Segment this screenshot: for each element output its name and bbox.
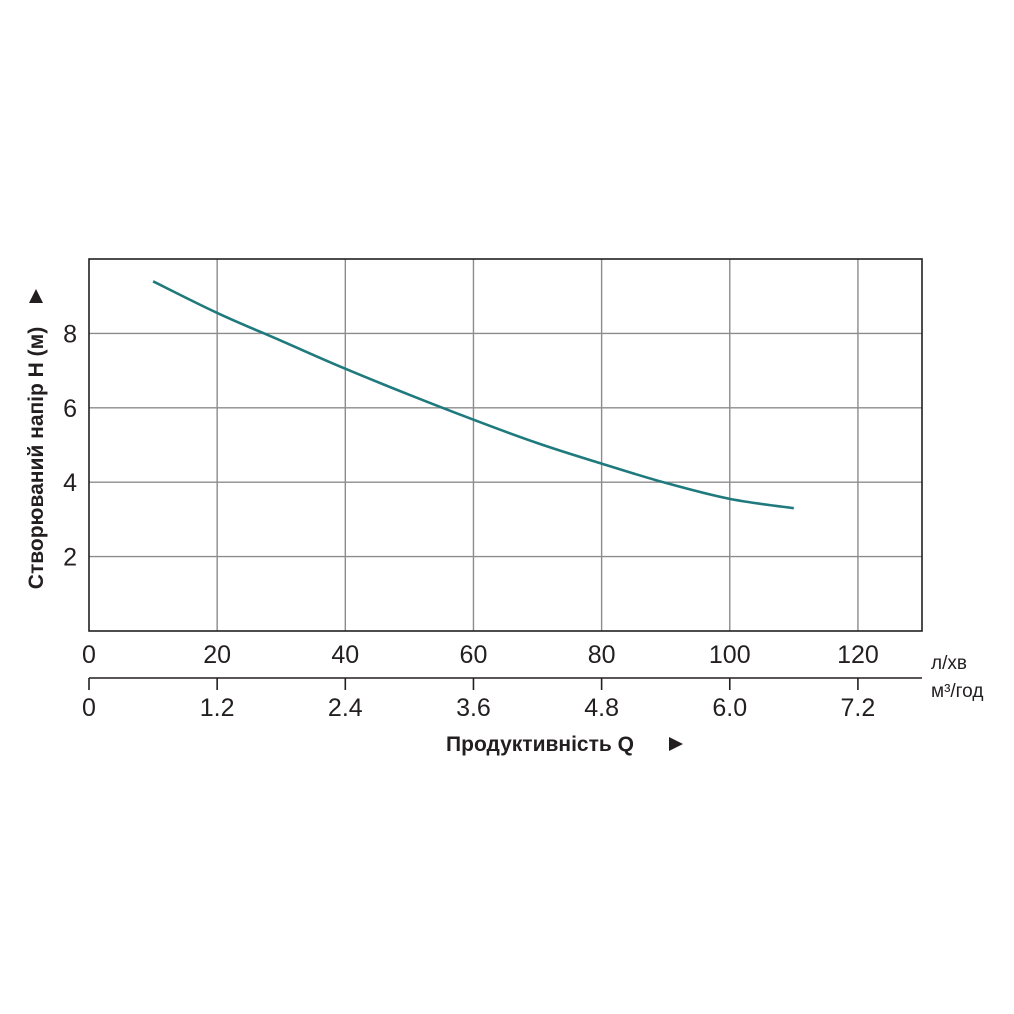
- x-tick-label: 100: [709, 641, 751, 669]
- grid: [89, 259, 922, 631]
- y-axis-arrow-icon: [29, 289, 43, 303]
- y-tick-label: 2: [63, 544, 77, 572]
- head-curve-line: [152, 280, 794, 510]
- y-tick-label: 4: [63, 469, 77, 497]
- x-tick-label: 120: [837, 641, 879, 669]
- x-secondary-tick-label: 1.2: [200, 694, 235, 722]
- tick-labels: 0 20 40 60 80 100 120 2 4 6 8: [63, 320, 879, 669]
- x-tick-label: 80: [588, 641, 616, 669]
- x-tick-label: 0: [82, 641, 96, 669]
- plot-frame: [88, 258, 923, 632]
- x-tick-label: 40: [331, 641, 359, 669]
- y-axis-title: Створюваний напір H (м): [25, 327, 48, 589]
- x-secondary-tick-label: 4.8: [584, 694, 619, 722]
- y-tick-label: 6: [63, 395, 77, 423]
- x-axis-title: Продуктивність Q: [446, 733, 634, 756]
- x-secondary-tick-label: 3.6: [456, 694, 491, 722]
- x-unit-primary: л/хв: [931, 653, 967, 674]
- x-tick-label: 60: [460, 641, 488, 669]
- x-secondary-tick-label: 6.0: [712, 694, 747, 722]
- x-secondary-tick-label: 2.4: [328, 694, 363, 722]
- x-secondary-tick-label: 7.2: [841, 694, 876, 722]
- secondary-axis-ticks: 0 1.2 2.4 3.6 4.8 6.0 7.2: [82, 678, 875, 722]
- x-unit-secondary: м³/год: [931, 681, 983, 702]
- series-layer: [152, 280, 794, 510]
- x-tick-label: 20: [203, 641, 231, 669]
- x-secondary-tick-label: 0: [82, 694, 96, 722]
- x-axis-arrow-icon: [669, 737, 683, 751]
- y-tick-label: 8: [63, 320, 77, 348]
